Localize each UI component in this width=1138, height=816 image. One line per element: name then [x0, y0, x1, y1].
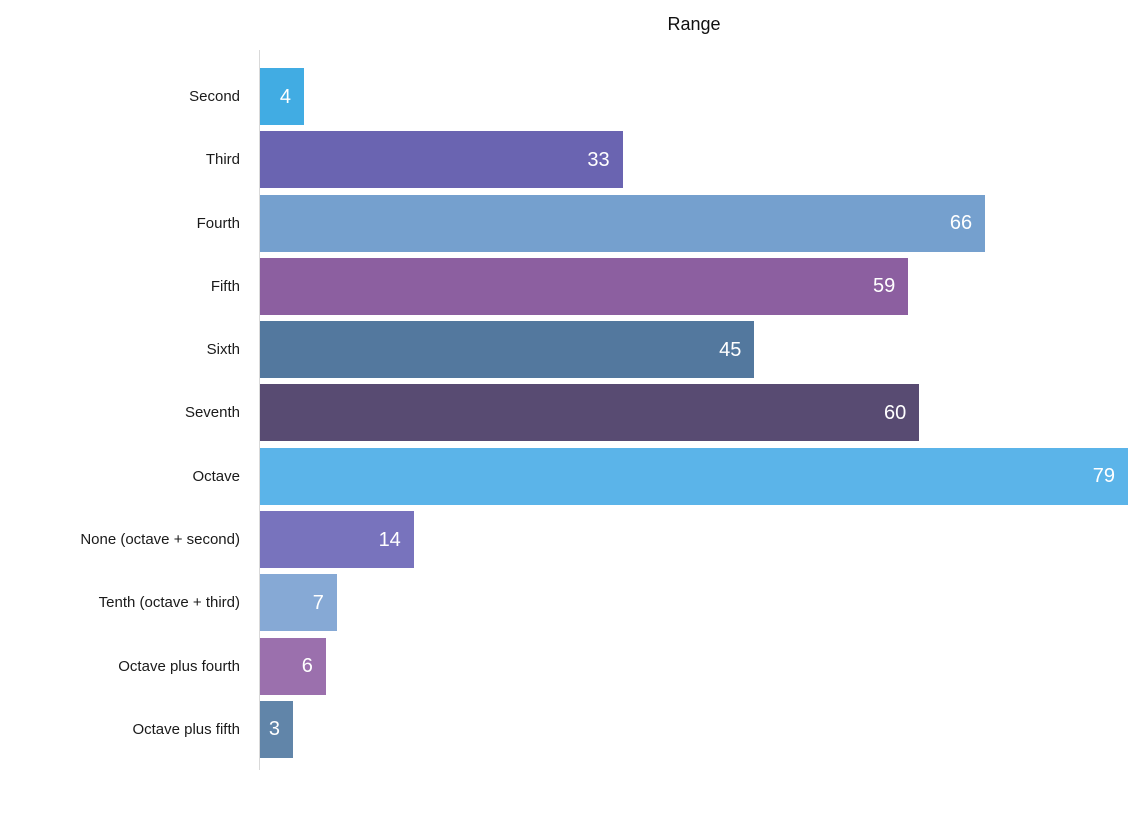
category-label: Sixth	[206, 341, 240, 359]
value-label: 79	[1092, 465, 1115, 488]
bar: 7	[260, 574, 337, 632]
value-label: 33	[587, 148, 610, 171]
bar-track: 33	[260, 131, 1128, 189]
bar-track: 60	[260, 384, 1128, 442]
category-label: Second	[189, 88, 240, 105]
bar: 79	[260, 447, 1128, 505]
bar: 59	[260, 257, 909, 315]
bar-track: 4	[260, 68, 1128, 125]
bar-row: Tenth (octave + third) 7	[0, 574, 1138, 632]
bar-track: 59	[260, 257, 1128, 315]
bar-track: 3	[260, 700, 1128, 758]
y-axis-line	[259, 50, 260, 770]
bar-row: Octave plus fifth 3	[0, 700, 1138, 758]
bar: 33	[260, 131, 623, 189]
category-label: Fourth	[196, 214, 240, 232]
bar-row: Sixth 45	[0, 321, 1138, 379]
category-label: Seventh	[184, 404, 240, 422]
bar-row: Third 33	[0, 131, 1138, 189]
value-label: 45	[719, 338, 742, 361]
category-label: Fifth	[210, 277, 240, 295]
category-label: None (octave + second)	[80, 531, 240, 549]
bar-track: 6	[260, 637, 1128, 695]
bar-track: 7	[260, 574, 1128, 632]
bar: 45	[260, 321, 755, 379]
category-label: Third	[205, 151, 240, 169]
bar-track: 45	[260, 321, 1128, 379]
bar-row: Fifth 59	[0, 257, 1138, 315]
bar: 6	[260, 637, 326, 695]
bar: 4	[260, 68, 304, 125]
value-label: 4	[279, 85, 291, 108]
bar-row: Second 4	[0, 68, 1138, 125]
bar: 14	[260, 511, 414, 569]
bar-row: Octave plus fourth 6	[0, 637, 1138, 695]
bar-rows: Second 4 Third 33 Fourth 66 Fifth 59 Sixth 45 Seve…	[0, 68, 1138, 758]
value-label: 66	[949, 212, 973, 235]
value-label: 6	[301, 655, 313, 678]
value-label: 59	[873, 275, 896, 298]
bar: 66	[260, 194, 986, 252]
value-label: 14	[378, 528, 401, 551]
bar-track: 79	[260, 447, 1128, 505]
category-label: Octave plus fifth	[132, 720, 240, 738]
chart-title: Range	[667, 14, 721, 34]
bar-track: 14	[260, 511, 1128, 569]
value-label: 60	[883, 401, 907, 424]
bar-row: None (octave + second) 14	[0, 511, 1138, 569]
category-label: Octave plus fourth	[118, 657, 240, 675]
bar: 3	[260, 700, 293, 758]
bar-row: Octave 79	[0, 447, 1138, 505]
value-label: 7	[312, 591, 324, 614]
bar-track: 66	[260, 194, 1128, 252]
category-label: Tenth (octave + third)	[98, 594, 240, 612]
bar: 60	[260, 384, 920, 442]
category-label: Octave	[192, 467, 240, 485]
value-label: 3	[268, 718, 280, 741]
bar-row: Seventh 60	[0, 384, 1138, 442]
bar-row: Fourth 66	[0, 194, 1138, 252]
